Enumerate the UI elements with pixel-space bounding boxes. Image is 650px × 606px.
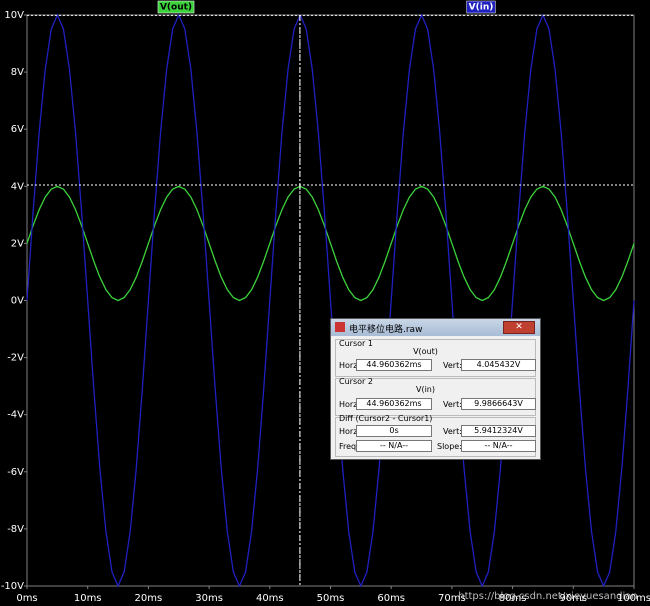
horz-field[interactable]: 44.960362ms [356,398,432,410]
vert-label: Vert: [443,400,462,409]
y-tick-label: 8V [11,67,24,78]
y-tick-label: -6V [7,467,24,478]
legend-box [157,0,195,14]
freq-label: Freq: [339,442,359,451]
y-tick-label: -10V [1,581,24,592]
horz-field[interactable]: 44.960362ms [356,359,432,371]
series-line [26,185,635,302]
slope-label: Slope: [437,442,462,451]
cursor1-trace: V(out) [413,347,438,356]
y-tick-label: -2V [7,353,24,364]
slope-field[interactable]: -- N/A-- [461,440,536,452]
y-tick-label: 0V [11,296,24,307]
cursor2-trace: V(in) [415,385,435,394]
x-tick-label: 90ms [559,593,587,604]
vert-field[interactable]: 4.045432V [461,359,536,371]
legend-box [466,0,496,14]
horz-field[interactable]: 0s [356,425,432,437]
app-icon [335,322,345,332]
diff-group [335,417,536,457]
x-tick-label: 60ms [377,593,405,604]
title-bar [331,319,540,336]
cursor2-label: Cursor 2 [339,377,373,386]
y-tick-label: 4V [11,181,24,192]
vert-label: Vert: [443,361,462,370]
horz-label: Horz: [339,427,361,436]
watermark: https://blog.csdn.net/xieyuesandian [458,591,638,602]
cursor1-label: Cursor 1 [339,339,373,348]
vert-field[interactable]: 5.9412324V [461,425,536,437]
freq-field[interactable]: -- N/A-- [356,440,432,452]
x-tick-label: 40ms [256,593,284,604]
x-tick-label: 30ms [195,593,223,604]
x-tick-label: 10ms [74,593,102,604]
y-tick-label: 10V [4,10,24,21]
x-tick-label: 70ms [438,593,466,604]
dialog-title: 电平移位电路.raw [349,325,423,335]
x-tick-label: 20ms [135,593,163,604]
x-tick-label: 100ms [617,593,650,604]
x-tick-label: 0ms [16,593,37,604]
y-tick-label: -8V [7,524,24,535]
vert-field[interactable]: 9.9866643V [461,398,536,410]
y-tick-label: -4V [7,410,24,421]
horz-label: Horz: [339,361,361,370]
cursor1-group [335,339,536,377]
y-tick-label: 6V [11,124,24,135]
vert-label: Vert: [443,427,462,436]
cursor-dialog: 电平移位电路.raw ✕ Cursor 1 V(out) Horz: 44.96… [330,318,541,460]
y-tick-label: 2V [11,238,24,249]
x-tick-label: 80ms [499,593,527,604]
horz-label: Horz: [339,400,361,409]
legend-label: V(out) [160,3,192,13]
diff-label: Diff (Cursor2 - Cursor1) [339,414,433,423]
legend-label: V(in) [469,3,494,13]
close-button[interactable]: ✕ [503,321,535,334]
series-line [26,13,635,588]
x-tick-label: 50ms [317,593,345,604]
cursor2-group [335,378,536,416]
